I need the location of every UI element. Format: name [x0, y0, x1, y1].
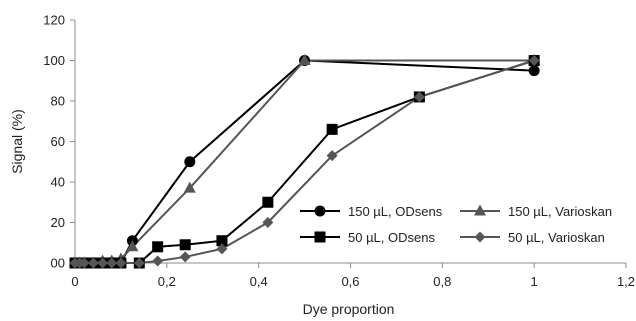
legend-marker-2: [474, 204, 486, 216]
data-point-s4-11: [216, 243, 228, 255]
y-tick-label: 60: [51, 134, 65, 149]
x-tick-label: 0,6: [341, 274, 359, 289]
legend-label-2: 150 µL, Varioskan: [508, 204, 612, 219]
data-point-s4-10: [179, 251, 191, 263]
data-point-s3-10: [179, 239, 191, 251]
data-point-s4-13: [326, 150, 338, 162]
data-point-s4-9: [152, 255, 164, 267]
y-tick-label: 120: [43, 13, 65, 28]
y-tick-label: 40: [51, 175, 65, 190]
legend-label-3: 50 µL, ODsens: [348, 230, 435, 245]
x-tick-label: 1,2: [617, 274, 635, 289]
data-point-s3-13: [326, 123, 338, 135]
legend-label-4: 50 µL, Varioskan: [508, 230, 605, 245]
y-tick-label: 80: [51, 94, 65, 109]
data-point-s4-12: [262, 217, 274, 228]
data-point-s4-15: [528, 55, 540, 66]
data-point-s3-11: [216, 235, 228, 247]
x-axis-title: Dye proportion: [303, 301, 395, 317]
y-tick-label: 100: [43, 53, 65, 68]
y-axis-title: Signal (%): [9, 109, 25, 174]
x-tick-label: 0,2: [158, 274, 176, 289]
data-point-s3-12: [262, 196, 274, 208]
legend-marker-4: [474, 231, 486, 243]
data-point-s4-8: [133, 257, 145, 269]
series-lines: [75, 59, 535, 264]
legend: 150 µL, ODsens 150 µL, Varioskan 50 µL, OD…: [300, 204, 612, 245]
legend-marker-3: [314, 231, 326, 243]
y-tick-label: 00: [51, 256, 65, 271]
x-tick-label: 0,8: [433, 274, 451, 289]
data-point-s4-6: [106, 257, 118, 269]
series-line-3: [75, 59, 535, 264]
y-tick-label: 20: [51, 215, 65, 230]
data-point-s1-9: [184, 156, 196, 168]
x-tick-label: 1: [531, 274, 538, 289]
data-point-s4-14: [413, 91, 425, 103]
x-tick-label: 0,4: [250, 274, 268, 289]
axes: 00 20 40 60 80 100 120 0 0,2 0,4 0,6 0,8 1 1,2: [43, 13, 635, 290]
data-point-s1-11: [528, 65, 540, 77]
legend-label-1: 150 µL, ODsens: [348, 204, 443, 219]
data-point-s3-9: [152, 241, 164, 253]
x-tick-label: 0: [71, 274, 78, 289]
series-markers: [69, 54, 541, 269]
data-point-s4-7: [115, 257, 127, 269]
data-point-s2-10: [298, 54, 311, 65]
data-point-s2-9: [183, 181, 196, 193]
legend-marker-1: [314, 205, 326, 217]
data-point-s2-8: [126, 240, 139, 252]
data-point-s4-4: [87, 257, 99, 269]
data-point-s4-3: [78, 257, 90, 269]
data-point-s4-5: [97, 257, 109, 269]
